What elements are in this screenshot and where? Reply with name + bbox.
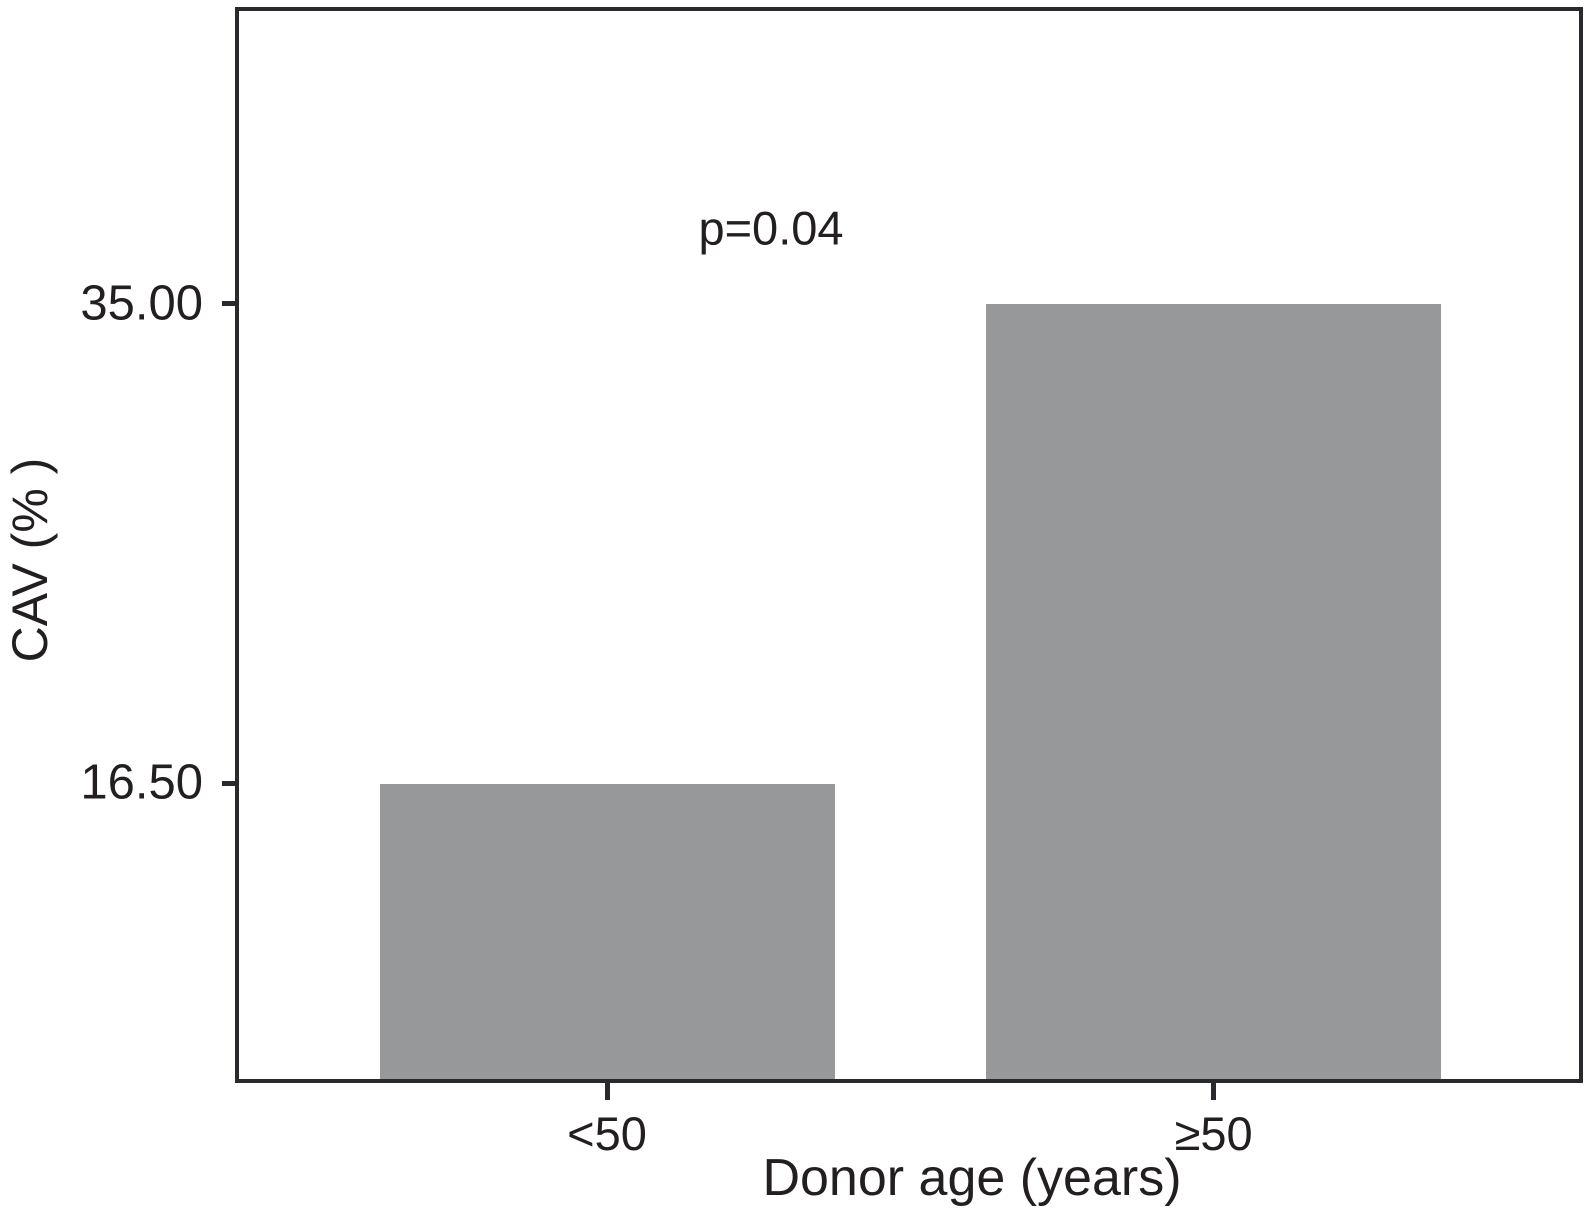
x-tick-mark: [1211, 1083, 1217, 1100]
x-tick-label: <50: [567, 1107, 647, 1160]
y-axis-title: CAV (% ): [2, 457, 58, 663]
bar-ge50: [986, 303, 1442, 1079]
plot-area: p=0.04: [235, 7, 1583, 1083]
y-tick-mark: [222, 301, 235, 307]
p-value-annotation: p=0.04: [698, 201, 844, 255]
x-tick-mark: [604, 1083, 610, 1100]
bar-lt50: [379, 783, 835, 1079]
x-axis-title: Donor age (years): [762, 1149, 1182, 1207]
y-tick-label: 16.50: [80, 755, 203, 810]
y-tick-mark: [222, 780, 235, 786]
x-tick-label: ≥50: [1174, 1107, 1253, 1160]
y-tick-label: 35.00: [80, 276, 203, 331]
